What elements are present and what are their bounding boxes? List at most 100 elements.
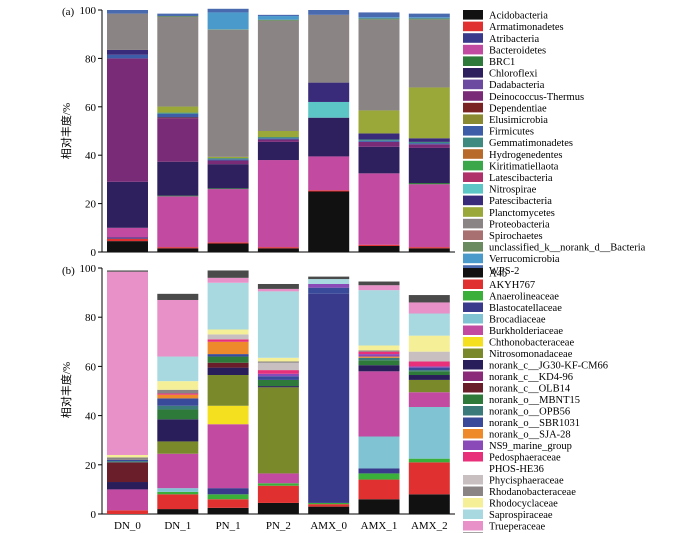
panel-a-plot: 0 20 40 60 80 100: [80, 5, 455, 259]
legend-swatch: [463, 360, 483, 370]
bar-segment: [308, 156, 350, 191]
bar-segment: [207, 488, 249, 495]
legend-swatch: [463, 521, 483, 531]
bar-segment: [257, 370, 299, 374]
bar-segment: [107, 461, 148, 463]
bar-segment: [107, 482, 148, 490]
legend-swatch: [463, 429, 483, 439]
bar-segment: [107, 457, 148, 460]
bar-segment: [358, 141, 400, 147]
bar-segment: [358, 436, 400, 469]
bar-segment: [257, 387, 299, 474]
bar-segment: [157, 13, 199, 17]
bar-segment: [408, 248, 450, 252]
bar-segment: [257, 283, 299, 289]
legend-swatch: [463, 383, 483, 393]
bar-segment: [408, 367, 450, 371]
bar-segment: [408, 144, 450, 148]
legend-label: NS9_marine_group: [489, 441, 572, 452]
bar-segment: [207, 367, 249, 376]
bar-segment: [207, 339, 249, 342]
y-tick-label: 40: [85, 411, 97, 423]
bar-segment: [157, 409, 199, 420]
legend-label: norank_o__SBR1031: [489, 418, 580, 429]
bar-segment: [157, 248, 199, 252]
bar-segment: [107, 270, 148, 272]
bar-segment: [257, 14, 299, 17]
bar-segment: [257, 376, 299, 380]
legend-label: Verrucomicrobia: [489, 254, 560, 265]
bar-segment: [408, 13, 450, 18]
bar-segment: [257, 373, 299, 377]
legend-label: Rhodocyclaceae: [489, 499, 558, 510]
legend-swatch: [463, 184, 483, 194]
y-tick-label: 80: [85, 53, 97, 65]
bar-segment: [408, 351, 450, 362]
bar-segment: [408, 87, 450, 139]
bar-segment: [358, 19, 400, 111]
y-tick-label: 20: [85, 199, 97, 211]
legend-label: norank_o__OPB56: [489, 407, 570, 418]
bar-segment: [207, 160, 249, 165]
bar-segment: [107, 238, 148, 242]
bar-segment: [408, 406, 450, 459]
x-tick-label: AMX_2: [411, 520, 448, 532]
bar-segment: [408, 494, 450, 514]
bar-segment: [408, 138, 450, 142]
bar-segment: [358, 281, 400, 286]
bar-segment: [308, 502, 350, 505]
x-tick-label: AMX_0: [310, 520, 347, 532]
bar-segment: [157, 118, 199, 162]
legend-swatch: [463, 114, 483, 124]
legend-swatch: [463, 102, 483, 113]
bar-segment: [207, 329, 249, 335]
bar-segment: [358, 365, 400, 372]
bar-segment: [157, 17, 199, 107]
bar-segment: [107, 271, 148, 455]
panel-b-ylabel: 相对丰度/%: [59, 362, 73, 418]
bar-segment: [107, 54, 148, 59]
bar-segment: [157, 113, 199, 118]
bar-segment: [257, 288, 299, 292]
bar-segment: [157, 394, 199, 399]
bar-segment: [207, 341, 249, 355]
bar-segment: [408, 313, 450, 336]
bar-segment: [157, 106, 199, 113]
bar-segment: [207, 156, 249, 159]
legend-label: PHOS-HE36: [489, 464, 544, 475]
bar-segment: [207, 405, 249, 425]
legend-swatch: [463, 68, 483, 78]
bar-segment: [358, 350, 400, 352]
bar-segment: [408, 458, 450, 463]
legend-swatch: [463, 475, 483, 485]
bar-segment: [358, 345, 400, 351]
bar-segment: [207, 494, 249, 500]
bar-segment: [107, 237, 148, 239]
legend-swatch: [463, 91, 483, 101]
legend-label: Rhodanobacteraceae: [489, 487, 576, 498]
legend-label: Bacteroidetes: [489, 45, 546, 56]
bar-segment: [107, 462, 148, 483]
bar-segment: [157, 494, 199, 510]
bar-segment: [257, 379, 299, 387]
bar-segment: [257, 19, 299, 21]
bar-segment: [358, 354, 400, 357]
bar-segment: [207, 424, 249, 489]
legend-label: Hydrogenedentes: [489, 150, 562, 161]
bar-segment: [358, 290, 400, 346]
bar-segment: [308, 191, 350, 252]
legend-label: norank_o__SJA-28: [489, 430, 571, 441]
bar-segment: [308, 190, 350, 192]
bar-segment: [358, 244, 400, 246]
legend-label: Armatimonadetes: [489, 22, 564, 33]
bar-segment: [308, 287, 350, 294]
y-tick-label: 60: [85, 102, 97, 114]
bar-segment: [157, 16, 199, 18]
bar-segment: [157, 117, 199, 119]
bar-segment: [358, 140, 400, 142]
legend-swatch: [463, 172, 483, 182]
legend-swatch: [463, 371, 483, 381]
bar-segment: [257, 248, 299, 252]
y-tick-label: 0: [91, 509, 97, 521]
